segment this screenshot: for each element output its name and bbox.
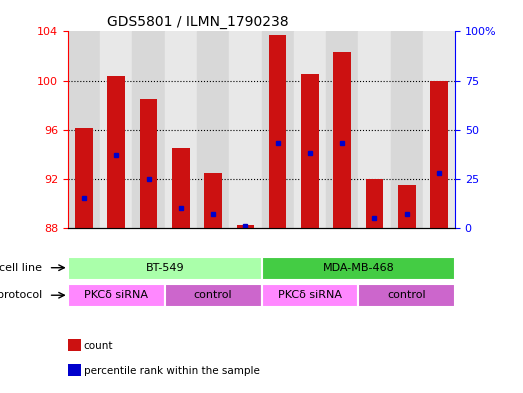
Bar [165, 31, 197, 228]
Text: protocol: protocol [0, 290, 42, 300]
Bar [204, 173, 222, 228]
Bar [333, 52, 351, 228]
Text: MDA-MB-468: MDA-MB-468 [322, 263, 394, 273]
Text: count: count [84, 341, 113, 351]
Bar [262, 284, 358, 307]
Text: PKCδ siRNA: PKCδ siRNA [84, 290, 149, 300]
Bar [108, 75, 125, 228]
Text: control: control [194, 290, 232, 300]
Text: percentile rank within the sample: percentile rank within the sample [84, 366, 259, 376]
Bar [132, 31, 165, 228]
Bar [68, 257, 262, 280]
Bar [391, 31, 423, 228]
Bar [165, 284, 262, 307]
Bar [236, 226, 254, 228]
Bar [430, 81, 448, 228]
Text: GDS5801 / ILMN_1790238: GDS5801 / ILMN_1790238 [107, 15, 288, 29]
Bar [423, 31, 455, 228]
Bar [326, 31, 358, 228]
Bar [262, 257, 455, 280]
Bar [75, 129, 93, 228]
Bar [100, 31, 132, 228]
Text: cell line: cell line [0, 263, 42, 273]
Bar [358, 31, 391, 228]
Bar [294, 31, 326, 228]
Bar [140, 99, 157, 228]
Bar [68, 284, 165, 307]
Bar [366, 179, 383, 228]
Bar [262, 31, 294, 228]
Bar [197, 31, 229, 228]
Bar [229, 31, 262, 228]
Text: PKCδ siRNA: PKCδ siRNA [278, 290, 342, 300]
Bar [68, 31, 100, 228]
Text: BT-549: BT-549 [145, 263, 184, 273]
Bar [358, 284, 455, 307]
Bar [301, 74, 319, 228]
Bar [398, 185, 415, 228]
Bar [172, 148, 190, 228]
Text: control: control [388, 290, 426, 300]
Bar [269, 35, 287, 228]
